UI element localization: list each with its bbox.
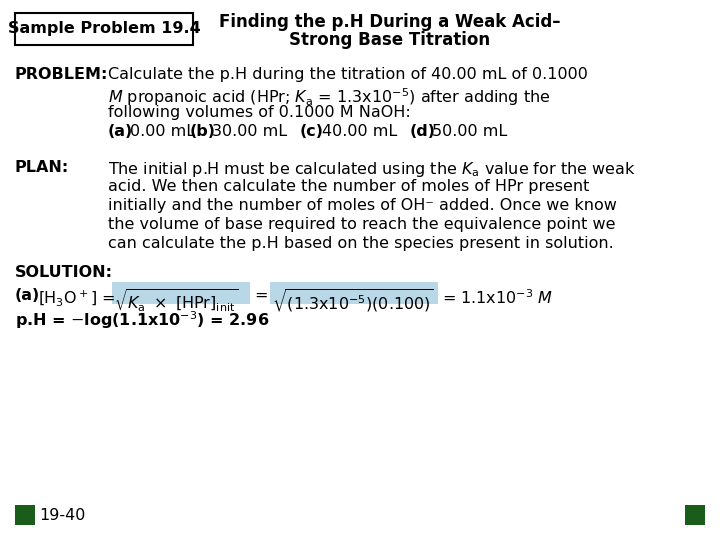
Text: $M$ propanoic acid (HPr; $K_\mathregular{a}$ = 1.3x10$^{-5}$) after adding the: $M$ propanoic acid (HPr; $K_\mathregular… <box>108 86 551 107</box>
Text: 19-40: 19-40 <box>39 508 86 523</box>
Text: (b): (b) <box>190 124 216 139</box>
FancyBboxPatch shape <box>270 282 438 304</box>
Text: can calculate the p.H based on the species present in solution.: can calculate the p.H based on the speci… <box>108 236 613 251</box>
Text: 40.00 mL: 40.00 mL <box>322 124 397 139</box>
FancyBboxPatch shape <box>112 282 250 304</box>
Text: (c): (c) <box>300 124 324 139</box>
FancyBboxPatch shape <box>15 505 35 525</box>
Text: SOLUTION:: SOLUTION: <box>15 265 113 280</box>
Text: =: = <box>254 288 268 303</box>
Text: the volume of base required to reach the equivalence point we: the volume of base required to reach the… <box>108 217 616 232</box>
Text: acid. We then calculate the number of moles of HPr present: acid. We then calculate the number of mo… <box>108 179 590 194</box>
Text: PROBLEM:: PROBLEM: <box>15 67 109 82</box>
Text: (a): (a) <box>15 288 40 303</box>
Text: PLAN:: PLAN: <box>15 160 69 175</box>
FancyBboxPatch shape <box>685 505 705 525</box>
Text: p.H = $-$log(1.1x10$^{-3}$) = 2.96: p.H = $-$log(1.1x10$^{-3}$) = 2.96 <box>15 309 269 330</box>
Text: Sample Problem 19.4: Sample Problem 19.4 <box>8 22 200 37</box>
Text: Calculate the p.H during the titration of 40.00 mL of 0.1000: Calculate the p.H during the titration o… <box>108 67 588 82</box>
FancyBboxPatch shape <box>15 13 193 45</box>
Text: Finding the p.H During a Weak Acid–: Finding the p.H During a Weak Acid– <box>220 13 561 31</box>
Text: following volumes of 0.1000 M NaOH:: following volumes of 0.1000 M NaOH: <box>108 105 410 120</box>
Text: initially and the number of moles of OH⁻ added. Once we know: initially and the number of moles of OH⁻… <box>108 198 617 213</box>
Text: $\sqrt{(1.3\mathrm{x}10^{-5})(0.100)}$: $\sqrt{(1.3\mathrm{x}10^{-5})(0.100)}$ <box>272 288 434 315</box>
Text: Strong Base Titration: Strong Base Titration <box>289 31 490 49</box>
Text: 30.00 mL: 30.00 mL <box>212 124 287 139</box>
Text: The initial p.H must be calculated using the $K_\mathregular{a}$ value for the w: The initial p.H must be calculated using… <box>108 160 636 179</box>
Text: $\sqrt{K_\mathregular{a}\ \times\ [\mathregular{HPr}]_\mathregular{init}}$: $\sqrt{K_\mathregular{a}\ \times\ [\math… <box>114 288 238 314</box>
Text: = 1.1x10$^{-3}$ $M$: = 1.1x10$^{-3}$ $M$ <box>442 288 554 307</box>
Text: [H$_3$O$^+$] =: [H$_3$O$^+$] = <box>38 288 115 308</box>
Text: (d): (d) <box>410 124 436 139</box>
Text: (a): (a) <box>108 124 133 139</box>
Text: 50.00 mL: 50.00 mL <box>432 124 508 139</box>
Text: 0.00 mL: 0.00 mL <box>130 124 195 139</box>
